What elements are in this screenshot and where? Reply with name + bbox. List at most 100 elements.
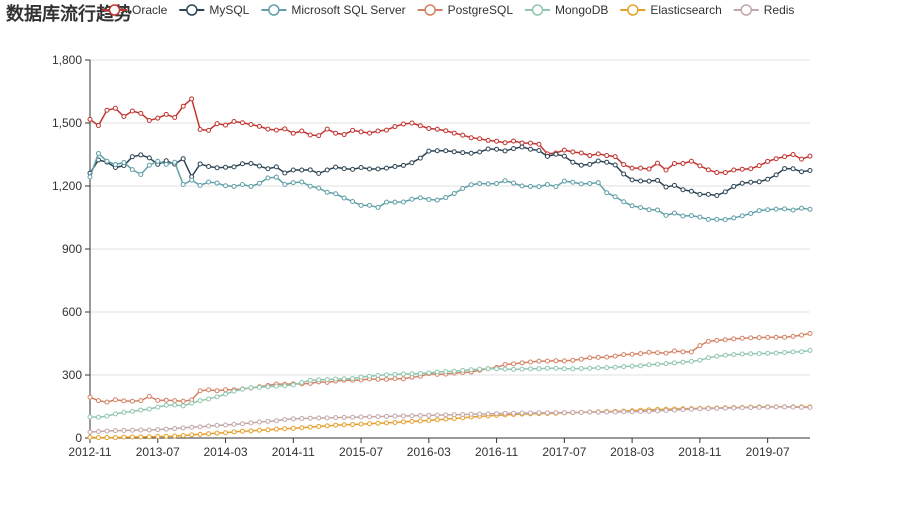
data-point[interactable]	[307, 183, 313, 189]
data-point[interactable]	[189, 424, 195, 430]
data-point[interactable]	[197, 398, 203, 404]
data-point[interactable]	[722, 337, 728, 343]
data-point[interactable]	[434, 412, 440, 418]
data-point[interactable]	[705, 216, 711, 222]
data-point[interactable]	[697, 406, 703, 412]
data-point[interactable]	[172, 433, 178, 439]
data-point[interactable]	[138, 407, 144, 413]
data-point[interactable]	[95, 428, 101, 434]
data-point[interactable]	[172, 115, 178, 121]
data-point[interactable]	[799, 156, 805, 162]
data-point[interactable]	[502, 362, 508, 367]
data-point[interactable]	[417, 155, 423, 161]
data-point[interactable]	[367, 421, 373, 427]
data-point[interactable]	[570, 149, 576, 155]
data-point[interactable]	[324, 167, 330, 173]
data-point[interactable]	[663, 407, 669, 413]
data-point[interactable]	[307, 424, 313, 430]
data-point[interactable]	[773, 206, 779, 212]
data-point[interactable]	[578, 409, 584, 415]
data-point[interactable]	[87, 116, 93, 122]
data-point[interactable]	[782, 166, 788, 172]
data-point[interactable]	[765, 334, 771, 340]
data-point[interactable]	[655, 361, 661, 367]
data-point[interactable]	[799, 332, 805, 338]
data-point[interactable]	[688, 358, 694, 364]
data-point[interactable]	[282, 182, 288, 188]
data-point[interactable]	[680, 161, 686, 167]
data-point[interactable]	[511, 366, 517, 372]
data-point[interactable]	[629, 165, 635, 171]
data-point[interactable]	[697, 214, 703, 220]
data-point[interactable]	[129, 427, 135, 433]
data-point[interactable]	[180, 398, 186, 404]
data-point[interactable]	[807, 206, 813, 212]
data-point[interactable]	[807, 347, 813, 353]
data-point[interactable]	[621, 352, 627, 358]
data-point[interactable]	[392, 376, 398, 382]
data-point[interactable]	[367, 373, 373, 379]
data-point[interactable]	[112, 105, 118, 111]
data-point[interactable]	[316, 377, 322, 383]
data-point[interactable]	[782, 350, 788, 356]
data-point[interactable]	[316, 133, 322, 139]
data-point[interactable]	[180, 156, 186, 162]
data-point[interactable]	[180, 403, 186, 409]
data-point[interactable]	[358, 165, 364, 171]
data-point[interactable]	[587, 153, 593, 159]
data-point[interactable]	[333, 164, 339, 170]
data-point[interactable]	[688, 188, 694, 194]
data-point[interactable]	[527, 183, 533, 189]
data-point[interactable]	[773, 172, 779, 178]
data-point[interactable]	[146, 117, 152, 123]
data-point[interactable]	[587, 161, 593, 167]
data-point[interactable]	[443, 412, 449, 418]
legend-item-redis[interactable]: Redis	[733, 3, 795, 17]
data-point[interactable]	[239, 428, 245, 434]
data-point[interactable]	[400, 371, 406, 377]
data-point[interactable]	[409, 413, 415, 419]
data-point[interactable]	[705, 338, 711, 344]
data-point[interactable]	[756, 335, 762, 341]
data-point[interactable]	[511, 146, 517, 152]
data-point[interactable]	[629, 363, 635, 369]
data-point[interactable]	[282, 383, 288, 389]
data-point[interactable]	[485, 181, 491, 187]
data-point[interactable]	[350, 166, 356, 172]
data-point[interactable]	[341, 376, 347, 382]
data-point[interactable]	[104, 413, 110, 419]
data-point[interactable]	[214, 121, 220, 127]
data-point[interactable]	[214, 394, 220, 400]
data-point[interactable]	[163, 426, 169, 432]
data-point[interactable]	[239, 182, 245, 188]
data-point[interactable]	[612, 162, 618, 168]
data-point[interactable]	[129, 398, 135, 404]
data-point[interactable]	[748, 335, 754, 341]
data-point[interactable]	[443, 128, 449, 134]
data-point[interactable]	[248, 385, 254, 391]
data-point[interactable]	[146, 162, 152, 168]
data-point[interactable]	[468, 182, 474, 188]
data-point[interactable]	[206, 127, 212, 133]
data-point[interactable]	[129, 154, 135, 160]
data-point[interactable]	[392, 124, 398, 130]
data-point[interactable]	[155, 427, 161, 433]
data-point[interactable]	[739, 180, 745, 186]
data-point[interactable]	[358, 421, 364, 427]
data-point[interactable]	[299, 179, 305, 185]
data-point[interactable]	[519, 140, 525, 146]
data-point[interactable]	[595, 158, 601, 164]
data-point[interactable]	[333, 191, 339, 197]
data-point[interactable]	[714, 337, 720, 343]
data-point[interactable]	[265, 126, 271, 132]
data-point[interactable]	[511, 361, 517, 367]
data-point[interactable]	[443, 369, 449, 375]
data-point[interactable]	[578, 162, 584, 168]
data-point[interactable]	[197, 182, 203, 188]
data-point[interactable]	[163, 402, 169, 408]
data-point[interactable]	[443, 148, 449, 154]
data-point[interactable]	[671, 348, 677, 354]
data-point[interactable]	[595, 409, 601, 415]
data-point[interactable]	[629, 203, 635, 209]
data-point[interactable]	[612, 364, 618, 370]
